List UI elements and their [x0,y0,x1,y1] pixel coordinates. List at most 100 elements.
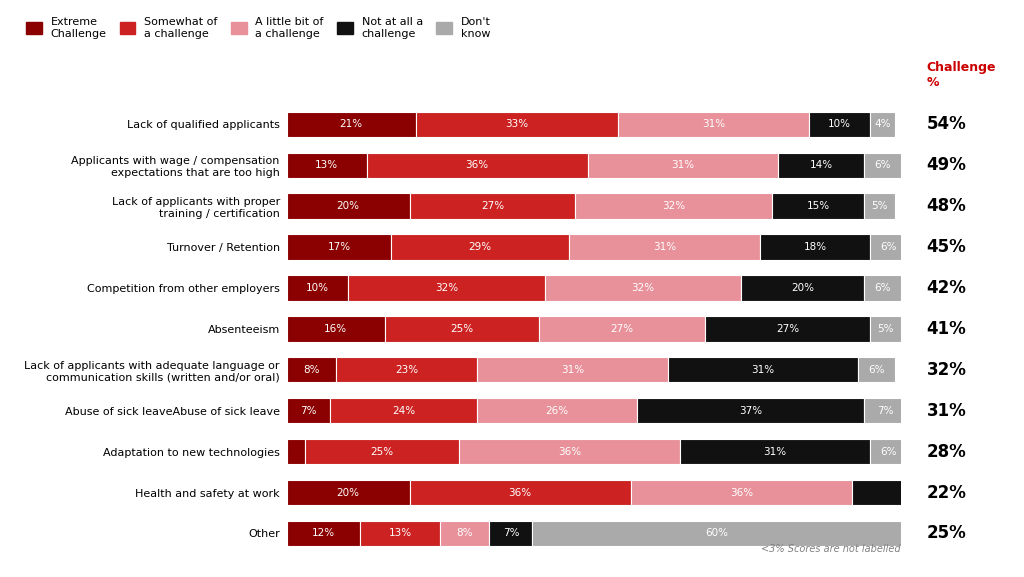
Text: 24%: 24% [392,406,415,415]
Text: 26%: 26% [546,406,568,415]
Bar [416,111,618,137]
Text: 5%: 5% [878,324,894,334]
Text: 36%: 36% [509,488,531,497]
Bar [545,275,741,301]
Bar [618,111,809,137]
Text: 49%: 49% [927,156,967,174]
Text: 12%: 12% [312,529,335,538]
Text: 20%: 20% [337,488,359,497]
Text: 7%: 7% [878,406,894,415]
Text: 36%: 36% [951,488,974,497]
Bar [410,193,575,219]
Bar [705,316,870,342]
Bar [287,439,305,464]
Bar [680,439,870,464]
Bar [336,357,477,383]
Bar [287,152,367,178]
Bar [870,439,907,464]
Text: 31%: 31% [702,119,725,129]
Text: 31%: 31% [561,365,584,375]
Text: 45%: 45% [927,238,967,256]
Bar [348,275,545,301]
Bar [539,316,705,342]
Bar [459,439,680,464]
Text: <3% Scores are not labelled: <3% Scores are not labelled [762,544,901,554]
Bar [287,234,391,260]
Text: 36%: 36% [730,488,753,497]
Text: 7%: 7% [503,529,519,538]
Text: 32%: 32% [632,283,654,293]
Bar [778,152,864,178]
Text: 32%: 32% [435,283,458,293]
Text: 16%: 16% [325,324,347,334]
Text: 25%: 25% [927,524,967,542]
Bar [864,275,901,301]
Text: 23%: 23% [395,365,418,375]
Text: 6%: 6% [874,160,891,170]
Text: 31%: 31% [927,402,967,419]
Bar [305,439,459,464]
Text: 27%: 27% [481,201,504,211]
Bar [569,234,760,260]
Text: 4%: 4% [874,119,891,129]
Bar [864,398,907,424]
Bar [760,234,870,260]
Bar [637,398,864,424]
Bar [287,480,410,505]
Text: 10%: 10% [828,119,851,129]
Bar [870,111,895,137]
Text: 60%: 60% [706,529,728,538]
Text: 25%: 25% [451,324,473,334]
Text: 20%: 20% [792,283,814,293]
Bar [489,521,532,546]
Text: 21%: 21% [340,119,362,129]
Bar [631,480,852,505]
Bar [287,111,416,137]
Text: 31%: 31% [653,242,676,252]
Text: 31%: 31% [752,365,774,375]
Bar [367,152,588,178]
Text: Challenge
%: Challenge % [927,61,996,89]
Bar [858,357,895,383]
Text: 36%: 36% [466,160,488,170]
Bar [772,193,864,219]
Text: 20%: 20% [337,201,359,211]
Bar [870,316,901,342]
Bar [741,275,864,301]
Text: 7%: 7% [300,406,316,415]
Bar [575,193,772,219]
Bar [330,398,477,424]
Bar [440,521,489,546]
Bar [477,398,637,424]
Text: 10%: 10% [306,283,329,293]
Bar [668,357,858,383]
Bar [287,521,360,546]
Bar [287,275,348,301]
Text: 25%: 25% [371,447,393,456]
Text: 14%: 14% [810,160,833,170]
Text: 6%: 6% [874,283,891,293]
Bar [477,357,668,383]
Text: 6%: 6% [881,242,897,252]
Bar [391,234,569,260]
Bar [870,234,907,260]
Bar [287,398,330,424]
Bar [360,521,440,546]
Bar [287,316,385,342]
Bar [287,357,336,383]
Bar [852,480,1024,505]
Bar [532,521,901,546]
Text: 22%: 22% [927,484,967,501]
Text: 42%: 42% [927,279,967,297]
Text: 31%: 31% [672,160,694,170]
Text: 13%: 13% [315,160,338,170]
Text: 6%: 6% [868,365,885,375]
Text: 31%: 31% [764,447,786,456]
Bar [410,480,631,505]
Text: 37%: 37% [739,406,762,415]
Text: 6%: 6% [881,447,897,456]
Bar [864,152,901,178]
Bar [864,193,895,219]
Text: 18%: 18% [804,242,826,252]
Text: 29%: 29% [469,242,492,252]
